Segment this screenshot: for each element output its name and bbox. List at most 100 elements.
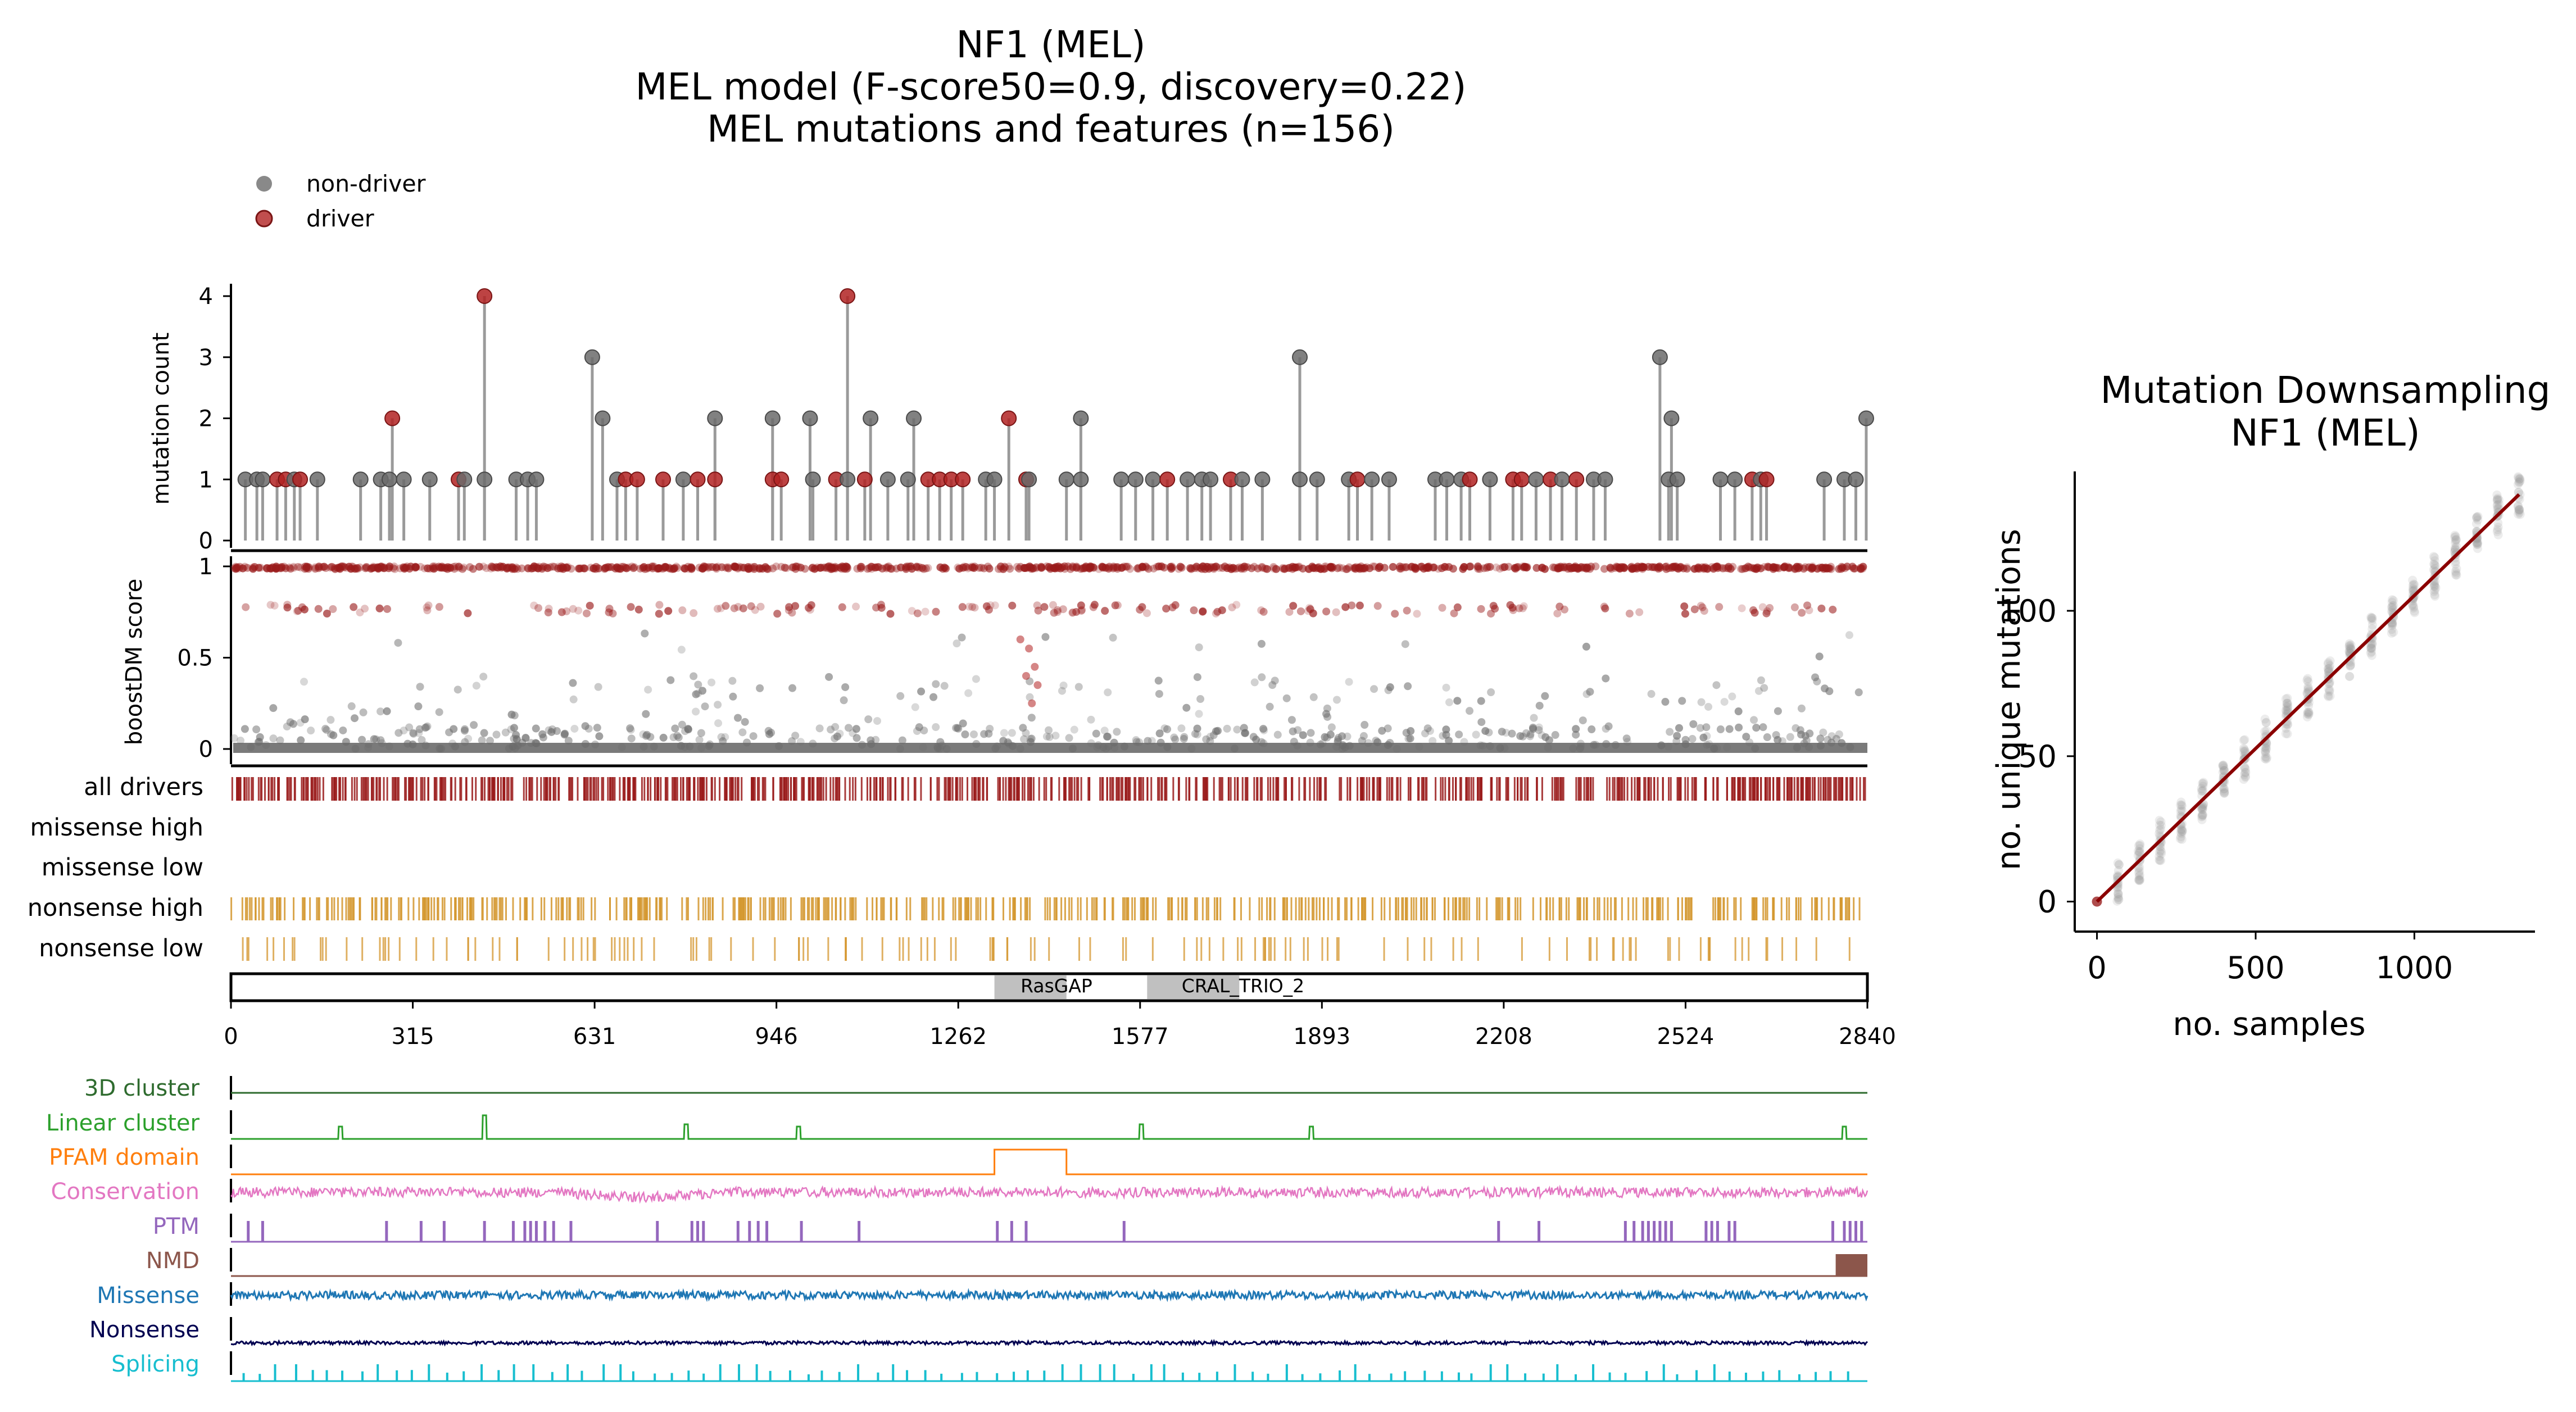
downsampling-point [2451,535,2461,544]
downsampling-point [2283,701,2293,710]
downsampling-point [2514,488,2523,497]
boostdm-driver-point [924,564,932,572]
downsampling-point [2303,684,2313,693]
downsampling-point [2239,747,2248,756]
boostdm-point [692,707,700,716]
boostdm-driver-point [1662,565,1671,573]
boostdm-point [1734,707,1743,716]
boostdm-driver-point [1486,563,1494,571]
boostdm-driver-point [424,601,433,610]
boostdm-driver-point [1835,565,1843,573]
boostdm-point [714,701,722,709]
boostdm-driver-point [1023,564,1032,572]
downsampling-point [2472,538,2482,547]
boostdm-point [1022,729,1030,737]
boostdm-point [1042,732,1051,741]
boostdm-driver-point [1355,564,1363,572]
boostdm-driver-point [932,607,940,616]
boostdm-driver-point [668,565,676,573]
feature-label-conservation: Conservation [51,1179,199,1205]
downsampling-point [2241,747,2250,757]
boostdm-driver-point [1511,564,1519,572]
boostdm-point [1713,744,1721,752]
feature-nonsense-line [230,1338,1868,1347]
boostdm-point [666,676,675,684]
downsampling-xtick-label: 0 [2087,950,2106,986]
boostdm-driver-point [1662,562,1671,571]
downsampling-point [2133,846,2143,856]
downsampling-point [2157,847,2166,856]
boostdm-point [1445,737,1453,745]
boostdm-driver-point [681,564,689,573]
boostdm-point [1100,727,1109,735]
protein-position-axis: 0 315 631 946 1262 1577 1893 2208 2524 2840 [224,1001,1896,1050]
downsampling-point [2220,788,2229,797]
boostdm-point [1290,737,1298,746]
boostdm-driver-point [1099,563,1107,571]
boostdm-point [972,740,981,748]
boostdm-driver-point [1683,565,1691,573]
boostdm-driver-point [1843,562,1852,571]
boostdm-driver-point [305,563,313,571]
downsampling-point [2430,561,2440,571]
downsampling-point [2473,515,2483,525]
boostdm-driver-point [1763,562,1772,571]
boostdm-driver-point [1491,605,1499,613]
lollipop-nondriver-point [1021,471,1037,488]
boostdm-driver-point [326,564,334,572]
boostdm-driver-point [627,603,635,611]
boostdm-point [510,711,519,720]
boostdm-driver-point [1250,562,1258,571]
boostdm-point [626,724,634,733]
downsampling-point [2135,862,2144,872]
boostdm-point [1681,735,1690,744]
downsampling-point [2452,564,2461,574]
downsampling-point [2155,825,2165,835]
boostdm-point [394,639,402,647]
boostdm-driver-point [681,564,689,573]
boostdm-point [1460,738,1468,746]
lollipop-nondriver-point [840,471,856,488]
boostdm-point [642,710,650,718]
downsampling-point [2198,779,2207,788]
boostdm-driver-point [1453,603,1462,611]
boostdm-driver-point [1650,563,1658,571]
downsampling-point [2303,677,2313,687]
boostdm-point [1384,741,1392,749]
boostdm-point [479,673,488,681]
boostdm-driver-point [1515,604,1523,612]
boostdm-point [1816,742,1825,750]
boostdm-driver-point [266,601,275,609]
boostdm-point [1182,703,1191,712]
boostdm-point [695,735,704,744]
boostdm-point [1206,737,1214,745]
track-label-missense-high: missense high [30,814,203,842]
domain-label-rasgap: RasGAP [1021,975,1092,997]
boostdm-driver-point [817,564,826,572]
boostdm-driver-point [1500,563,1509,571]
boostdm-driver-point [1403,606,1411,615]
downsampling-point [2492,494,2502,504]
boostdm-driver-point [1600,565,1608,573]
boostdm-driver-point [1668,562,1677,571]
boostdm-point [1846,743,1854,751]
boostdm-point [435,708,443,716]
downsampling-point [2218,768,2228,777]
downsampling-point [2240,746,2250,756]
boostdm-point [547,728,556,736]
boostdm-point [1816,734,1825,743]
boostdm-point [1364,739,1372,747]
downsampling-point [2367,644,2377,653]
boostdm-point [1428,737,1437,745]
downsampling-point [2408,575,2418,585]
lollipop-driver-point [477,288,493,304]
downsampling-point [2156,849,2166,859]
boostdm-point [993,742,1001,751]
boostdm-point [1751,744,1759,752]
xtick-label: 2524 [1657,1024,1715,1050]
lollipop-ytick-label: 0 [199,528,213,554]
downsampling-point [2135,847,2144,856]
boostdm-point [1113,728,1121,736]
downsampling-point [2304,707,2314,717]
boostdm-point [1170,733,1178,742]
